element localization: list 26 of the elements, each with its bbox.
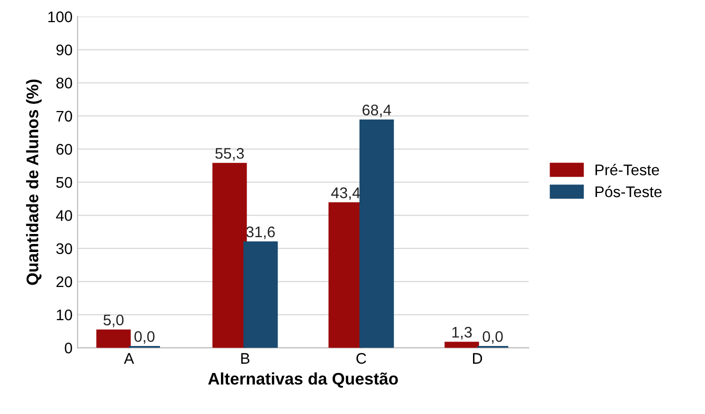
- x-tick-label: C: [356, 353, 366, 364]
- y-tick-label: 50: [56, 177, 72, 188]
- y-tick-label: 20: [56, 276, 72, 288]
- x-tick-label: B: [241, 353, 250, 364]
- y-tick-label: 30: [56, 243, 72, 254]
- legend-label: Pós-Teste: [596, 186, 662, 198]
- y-tick-label: 40: [56, 210, 72, 221]
- data-label: 0,0: [482, 331, 503, 344]
- data-label: 0,0: [134, 331, 155, 344]
- x-tick-label: A: [124, 353, 134, 364]
- y-tick-label: 90: [56, 44, 72, 56]
- y-tick-label: 10: [56, 310, 72, 320]
- y-axis-title: Quantidade de Alunos (%): [26, 80, 42, 285]
- x-axis-title: Alternativas da Questão: [208, 372, 398, 388]
- y-tick-label: 70: [56, 110, 72, 122]
- x-tick-label: D: [473, 353, 482, 364]
- y-tick-label: 100: [48, 11, 72, 22]
- data-label: 1,3: [452, 326, 472, 340]
- y-tick-label: 0: [64, 342, 72, 354]
- y-tick-label: 80: [56, 78, 72, 88]
- data-label: 5,0: [104, 314, 124, 328]
- data-label: 55,3: [215, 148, 244, 161]
- y-tick-label: 60: [56, 144, 72, 155]
- data-label: 68,4: [362, 104, 392, 118]
- legend-label: Pré-Teste: [596, 164, 659, 176]
- data-label: 43,4: [331, 187, 360, 200]
